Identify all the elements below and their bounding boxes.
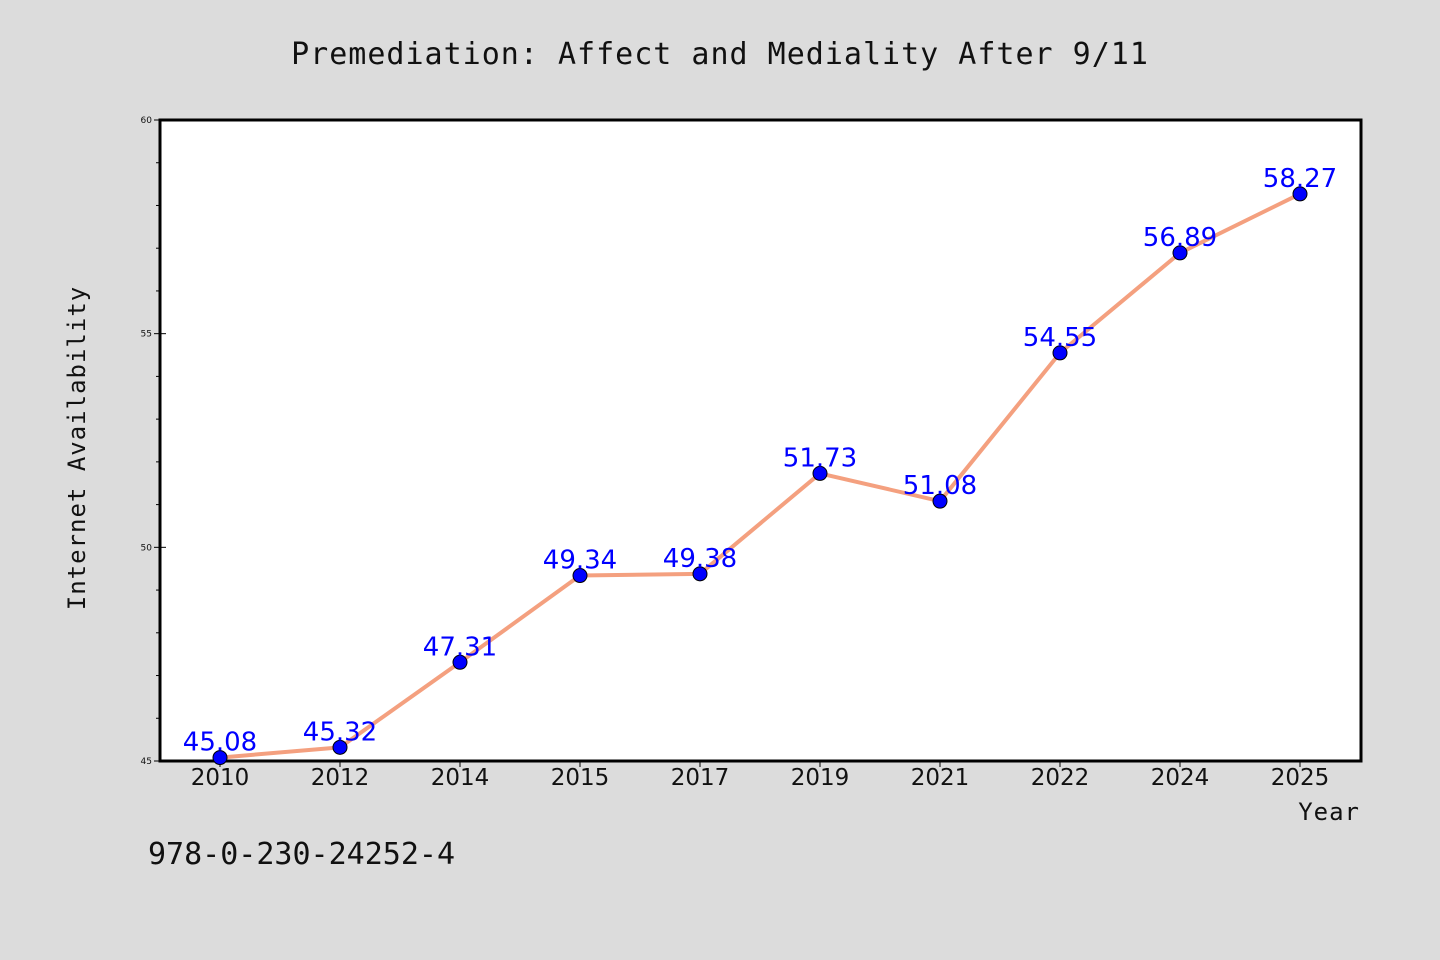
x-tick-label: 2017 <box>671 765 730 791</box>
x-tick-label: 2015 <box>551 765 610 791</box>
chart-title: Premediation: Affect and Mediality After… <box>291 37 1149 72</box>
x-tick-label: 2012 <box>311 765 370 791</box>
data-labels: 45.08 45.32 47.31 49.34 49.38 51.73 51.08 54.55… <box>183 164 1337 758</box>
data-label: 51.73 <box>783 443 857 473</box>
data-point <box>812 465 828 481</box>
data-label: 49.34 <box>543 546 617 576</box>
x-tick-label: 2022 <box>1031 765 1090 791</box>
data-point <box>1052 345 1068 361</box>
x-axis-title: Year <box>1298 798 1360 826</box>
isbn-text: 978-0-230-24252-4 <box>148 837 455 872</box>
data-label: 58.27 <box>1263 164 1337 194</box>
data-point <box>1172 245 1188 261</box>
data-label: 56.89 <box>1143 223 1217 253</box>
y-axis-title: Internet Availability <box>63 286 91 610</box>
series-layer <box>212 186 1308 766</box>
data-point <box>692 566 708 582</box>
data-point <box>212 750 228 766</box>
x-tick-label: 2019 <box>791 765 850 791</box>
y-axis: 45 50 55 60 <box>141 116 166 767</box>
data-point <box>572 568 588 584</box>
data-label: 54.55 <box>1023 323 1097 353</box>
data-label: 47.31 <box>423 632 497 662</box>
data-point <box>932 493 948 509</box>
plot-area <box>158 118 1363 763</box>
x-tick-label: 2010 <box>191 765 250 791</box>
series-line <box>218 191 1302 760</box>
x-tick-label: 2021 <box>911 765 970 791</box>
data-point <box>452 654 468 670</box>
data-label: 51.08 <box>903 471 977 501</box>
data-label: 45.08 <box>183 728 257 758</box>
data-label: 49.38 <box>663 544 737 574</box>
data-point <box>332 739 348 755</box>
x-tick-label: 2025 <box>1271 765 1330 791</box>
y-tick-label: 50 <box>141 543 153 553</box>
x-axis: 2010 2012 2014 2015 2017 2019 2021 2022 2024 2025 <box>191 761 1330 791</box>
x-tick-label: 2014 <box>431 765 490 791</box>
y-tick-label: 45 <box>141 757 152 767</box>
data-point <box>1292 186 1308 202</box>
x-tick-label: 2024 <box>1151 765 1210 791</box>
data-label: 45.32 <box>303 717 377 747</box>
y-tick-label: 60 <box>141 116 153 126</box>
y-tick-label: 55 <box>141 330 152 340</box>
